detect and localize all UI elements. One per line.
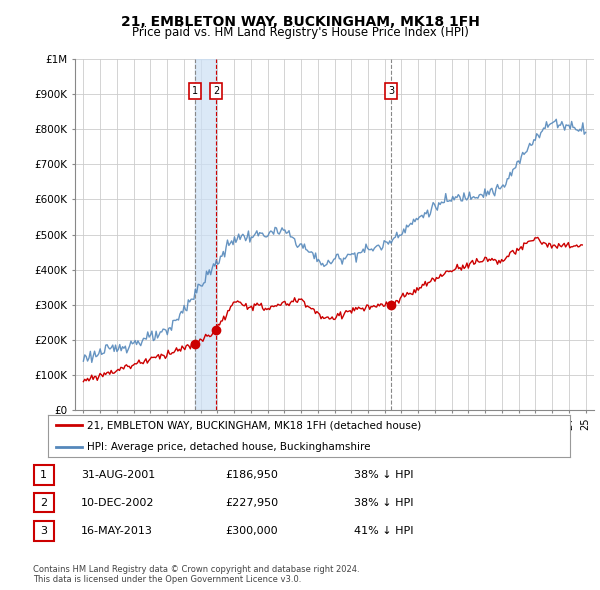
FancyBboxPatch shape (34, 466, 53, 484)
Text: 2: 2 (40, 498, 47, 507)
Text: 16-MAY-2013: 16-MAY-2013 (81, 526, 153, 536)
Text: £300,000: £300,000 (225, 526, 278, 536)
Text: 31-AUG-2001: 31-AUG-2001 (81, 470, 155, 480)
Text: 1: 1 (192, 86, 198, 96)
Text: 38% ↓ HPI: 38% ↓ HPI (354, 498, 413, 507)
Text: 21, EMBLETON WAY, BUCKINGHAM, MK18 1FH: 21, EMBLETON WAY, BUCKINGHAM, MK18 1FH (121, 15, 479, 29)
Text: 41% ↓ HPI: 41% ↓ HPI (354, 526, 413, 536)
Text: 3: 3 (40, 526, 47, 536)
Text: 3: 3 (388, 86, 394, 96)
Bar (195, 59, 217, 410)
Text: Contains HM Land Registry data © Crown copyright and database right 2024.
This d: Contains HM Land Registry data © Crown c… (33, 565, 359, 584)
Text: £186,950: £186,950 (225, 470, 278, 480)
Text: 10-DEC-2002: 10-DEC-2002 (81, 498, 155, 507)
Text: 21, EMBLETON WAY, BUCKINGHAM, MK18 1FH (detached house): 21, EMBLETON WAY, BUCKINGHAM, MK18 1FH (… (87, 421, 421, 430)
Text: 38% ↓ HPI: 38% ↓ HPI (354, 470, 413, 480)
Text: £227,950: £227,950 (225, 498, 278, 507)
Text: 2: 2 (213, 86, 220, 96)
Text: 1: 1 (40, 470, 47, 480)
FancyBboxPatch shape (34, 493, 53, 512)
Text: HPI: Average price, detached house, Buckinghamshire: HPI: Average price, detached house, Buck… (87, 442, 371, 451)
Text: Price paid vs. HM Land Registry's House Price Index (HPI): Price paid vs. HM Land Registry's House … (131, 26, 469, 39)
FancyBboxPatch shape (34, 522, 53, 540)
